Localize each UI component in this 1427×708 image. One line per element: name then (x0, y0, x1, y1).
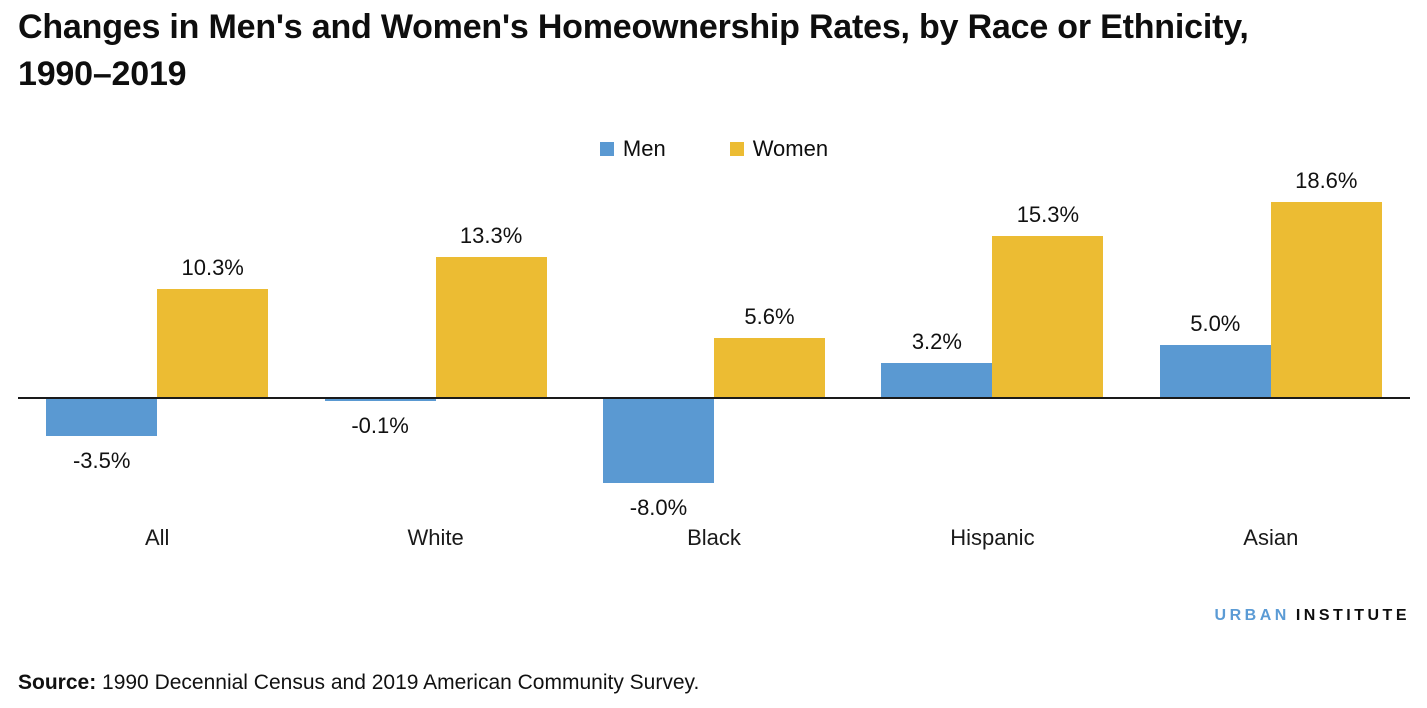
bar-women-white (435, 257, 547, 397)
chart-title: Changes in Men's and Women's Homeownersh… (18, 8, 1249, 93)
legend-label-women: Women (752, 136, 829, 161)
men-swatch-icon (599, 142, 614, 156)
value-label-men-hispanic: 3.2% (911, 329, 962, 355)
bar-women-black (714, 338, 825, 397)
logo-urban-text: URBAN (1214, 607, 1290, 624)
value-label-women-asian: 18.6% (1295, 167, 1358, 193)
value-label-women-black: 5.6% (744, 304, 795, 330)
category-label-all: All (144, 525, 170, 550)
value-label-women-all: 10.3% (181, 254, 244, 280)
category-label-hispanic: Hispanic (950, 525, 1035, 550)
bar-men-white (324, 399, 436, 401)
bar-men-hispanic (881, 363, 993, 397)
value-label-men-white: -0.1% (351, 413, 409, 438)
bar-women-hispanic (992, 236, 1104, 397)
urban-institute-logo: URBAN INSTITUTE (1215, 607, 1410, 625)
bar-women-all (157, 288, 269, 397)
value-label-men-black: -8.0% (629, 495, 688, 520)
legend-item-men: Men (599, 136, 666, 162)
value-label-men-all: -3.5% (72, 447, 131, 473)
source-label: Source: (18, 671, 97, 694)
bar-men-asian (1159, 344, 1271, 397)
category-label-black: Black (687, 525, 741, 550)
value-label-men-asian: 5.0% (1190, 310, 1241, 336)
bar-men-black (603, 399, 714, 483)
source-text: 1990 Decennial Census and 2019 American … (96, 671, 700, 694)
source-note: Source: 1990 Decennial Census and 2019 A… (18, 671, 699, 695)
legend-item-women: Women (729, 136, 829, 162)
legend: Men Women (18, 136, 1410, 162)
bar-men-all (46, 399, 158, 436)
value-label-women-white: 13.3% (459, 223, 523, 249)
legend-label-men: Men (622, 136, 666, 161)
women-swatch-icon (729, 142, 744, 156)
category-label-white: White (407, 525, 464, 550)
bar-women-asian (1270, 201, 1382, 397)
x-axis-line (18, 397, 1410, 399)
value-label-women-hispanic: 15.3% (1016, 202, 1080, 228)
category-label-asian: Asian (1243, 525, 1299, 550)
logo-institute-text: INSTITUTE (1295, 607, 1410, 624)
